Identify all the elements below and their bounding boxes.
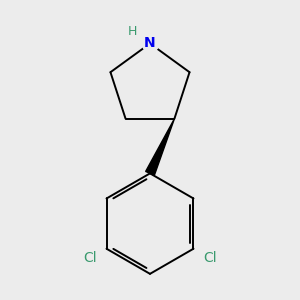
Text: N: N bbox=[144, 37, 156, 50]
Polygon shape bbox=[146, 119, 174, 175]
Text: Cl: Cl bbox=[83, 251, 97, 265]
Text: Cl: Cl bbox=[203, 251, 217, 265]
Text: H: H bbox=[128, 25, 137, 38]
